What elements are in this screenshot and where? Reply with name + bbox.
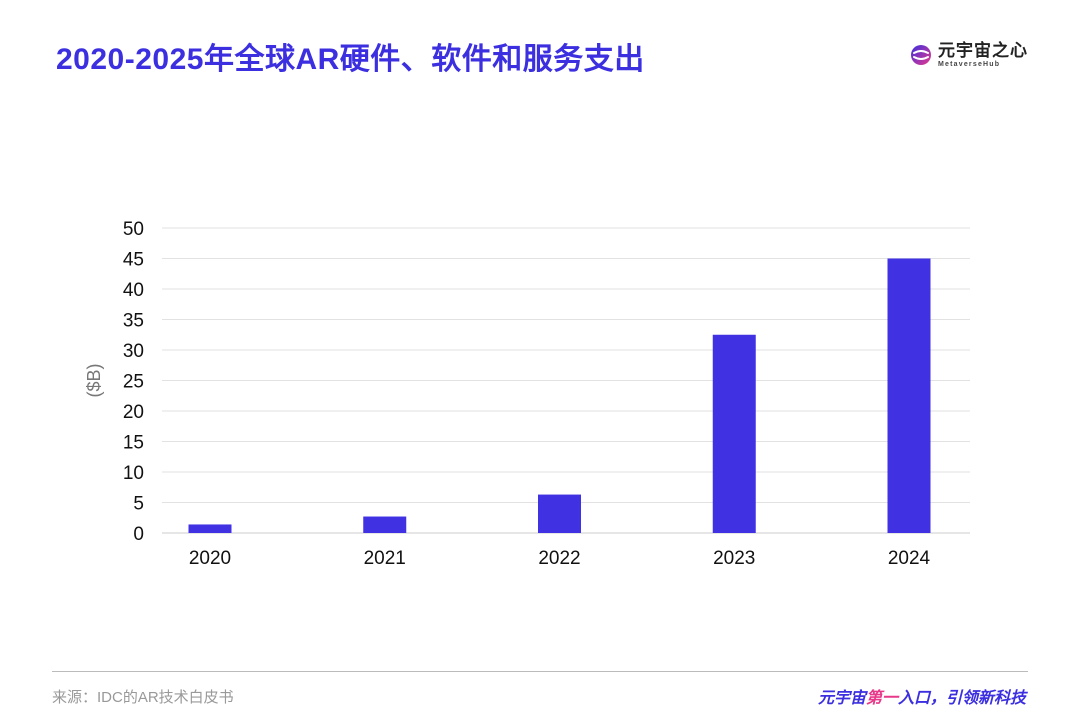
- y-tick-label: 20: [123, 402, 144, 423]
- page-title: 2020-2025年全球AR硬件、软件和服务支出: [56, 43, 645, 76]
- slogan-part2: 入口，引领新科技: [897, 690, 1026, 707]
- y-tick-label: 45: [123, 250, 144, 271]
- x-tick-label: 2024: [888, 548, 931, 569]
- y-axis-title: ($B): [84, 363, 104, 397]
- footer-divider: [52, 671, 1028, 672]
- source-note: 来源：IDC的AR技术白皮书: [52, 689, 234, 706]
- brand-logo: 元宇宙之心 MetaverseHub: [910, 42, 1028, 68]
- y-tick-label: 10: [123, 463, 144, 484]
- y-tick-label: 35: [123, 311, 144, 332]
- x-tick-label: 2020: [189, 548, 231, 569]
- bar-2022: [538, 494, 581, 533]
- y-tick-label: 40: [123, 280, 144, 301]
- y-tick-label: 0: [133, 524, 144, 545]
- slogan-part1: 元宇宙: [817, 690, 866, 707]
- swirl-icon: [911, 45, 931, 65]
- x-tick-label: 2021: [364, 548, 406, 569]
- slogan-accent: 第一: [865, 690, 898, 707]
- logo-name-cn: 元宇宙之心: [938, 41, 1028, 60]
- y-tick-label: 5: [133, 494, 144, 515]
- logo-name-en: MetaverseHub: [938, 61, 1001, 68]
- x-tick-label: 2023: [713, 548, 755, 569]
- bar-2023: [712, 334, 756, 533]
- y-tick-label: 30: [123, 341, 144, 362]
- x-tick-label: 2022: [538, 548, 580, 569]
- slogan: 元宇宙第一入口，引领新科技: [818, 684, 1026, 708]
- bar-2024: [887, 258, 931, 533]
- bar-2020: [188, 524, 232, 533]
- y-tick-label: 50: [123, 219, 144, 240]
- y-tick-label: 25: [123, 372, 144, 393]
- y-tick-label: 15: [123, 433, 144, 454]
- bar-2021: [363, 516, 407, 533]
